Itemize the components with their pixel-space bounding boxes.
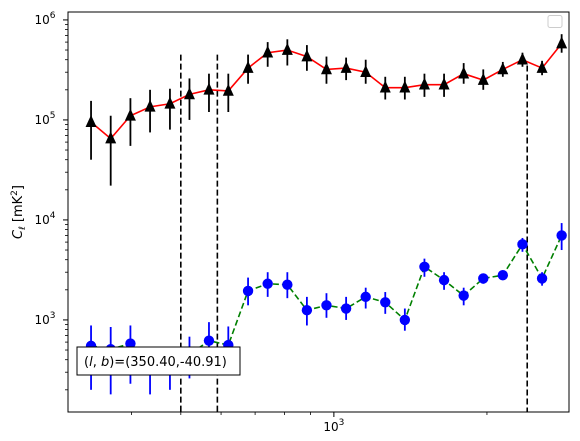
y-tick-label: 103: [34, 311, 55, 327]
series-1-point: [497, 62, 509, 75]
series-2-point: [360, 291, 371, 303]
y-tick-base: 10: [34, 213, 49, 227]
series-1-point: [556, 36, 568, 49]
series-1-point: [203, 82, 215, 95]
series-1-point: [301, 49, 313, 62]
series-1-point: [222, 83, 234, 96]
annotation-text: (l, b)=(350.40,-40.91): [84, 355, 227, 370]
series-1-point: [105, 131, 117, 144]
series-1-point: [124, 108, 136, 121]
axes-frame: [67, 11, 570, 413]
plot-area: [85, 34, 568, 412]
series-2-point: [321, 300, 332, 311]
series-1-point: [281, 42, 293, 55]
y-tick-exponent: 6: [50, 11, 56, 21]
annotation-sep: ,: [93, 355, 101, 370]
series-2-point: [282, 279, 293, 290]
y-tick-base: 10: [34, 113, 49, 127]
series-2-point: [242, 285, 254, 297]
series-1-point: [438, 77, 450, 90]
annotation-open: (: [84, 355, 89, 370]
series-1-point: [320, 62, 332, 75]
series-1-point: [183, 87, 195, 100]
series-2-point: [536, 273, 548, 284]
x-tick-base: 10: [323, 420, 338, 434]
series-2-point: [478, 273, 489, 284]
y-tick-label: 105: [34, 111, 55, 127]
annotation-value: )=(350.40,-40.91): [109, 355, 227, 370]
series-2-point: [399, 314, 411, 326]
series-2-point: [438, 274, 450, 286]
annotation-box: [76, 346, 241, 376]
y-axis-title-unit-end: ]: [11, 185, 26, 190]
series-1-point: [536, 60, 548, 73]
y-tick-label: 104: [34, 211, 55, 227]
series-2-point: [203, 335, 215, 346]
series-2-point: [517, 239, 528, 250]
x-tick-label: 103: [323, 418, 344, 434]
series-1-point: [144, 99, 156, 112]
y-axis-title-unit: [mK: [11, 195, 26, 226]
y-tick-label: 106: [34, 11, 55, 27]
series-1-point: [242, 60, 254, 73]
series-2-point: [497, 270, 509, 281]
series-1-point: [360, 65, 372, 78]
x-tick-exponent: 3: [339, 418, 345, 428]
legend-box: [547, 15, 563, 28]
annotation-l: l: [89, 355, 93, 370]
y-tick-base: 10: [34, 313, 49, 327]
series-1-point: [458, 66, 470, 79]
y-axis-title: Cℓ [mK2]: [10, 185, 28, 239]
y-tick-exponent: 5: [50, 111, 56, 121]
y-tick-exponent: 3: [50, 311, 56, 321]
series-1-point: [379, 80, 391, 93]
y-axis-title-subscript: ℓ: [18, 226, 28, 231]
series-1-point: [516, 52, 528, 65]
series-2-point: [419, 261, 430, 272]
series-1-point: [477, 72, 489, 85]
series-1-point: [85, 114, 97, 127]
series-1-point: [340, 60, 352, 73]
series-2-point: [458, 290, 469, 301]
series-1-point: [399, 80, 411, 93]
y-tick-base: 10: [34, 13, 49, 27]
series-2-point: [340, 303, 352, 314]
y-axis-title-unit-sup: 2: [10, 190, 20, 196]
y-axis-title-symbol: C: [11, 229, 26, 239]
annotation-b: b: [101, 355, 109, 370]
series-1-point: [262, 45, 274, 58]
series-1-point: [418, 77, 430, 90]
series-2-point: [556, 230, 567, 241]
y-tick-exponent: 4: [50, 211, 56, 221]
series-2-point: [125, 338, 136, 349]
series-2-point: [262, 278, 273, 289]
series-2-point: [380, 297, 391, 308]
series-2-point: [301, 305, 313, 316]
series-1-point: [164, 96, 176, 109]
